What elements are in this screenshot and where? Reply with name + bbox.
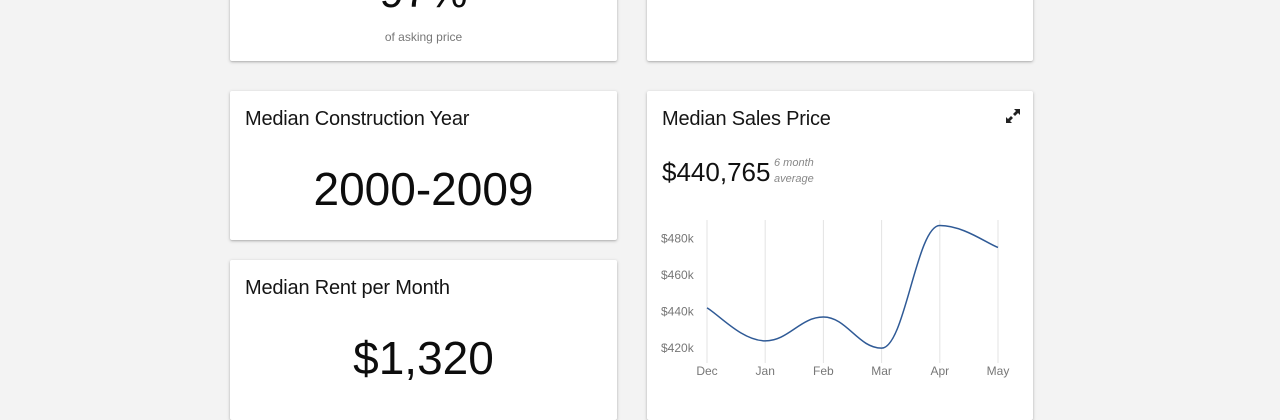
sales-price-average-note: 6 month average — [774, 155, 814, 187]
series-line — [706, 224, 999, 349]
construction-year-title: Median Construction Year — [245, 108, 470, 130]
x-tick-label: Mar — [871, 364, 892, 378]
offer-ratio-value: 97% — [230, 0, 617, 18]
offer-ratio-caption: of asking price — [384, 30, 463, 44]
x-tick-label: Feb — [813, 364, 834, 378]
y-tick-label: $420k — [661, 341, 695, 355]
top-right-card — [647, 0, 1033, 61]
rent-title: Median Rent per Month — [245, 277, 450, 299]
offer-ratio-card: 97% of asking price — [230, 0, 617, 61]
y-tick-label: $440k — [661, 305, 695, 319]
x-tick-label: May — [987, 364, 1010, 378]
x-tick-label: Dec — [696, 364, 717, 378]
sales-price-average: $440,765 — [662, 157, 771, 187]
x-tick-label: Apr — [930, 364, 949, 378]
y-tick-label: $480k — [661, 231, 695, 245]
construction-year-card: Median Construction Year 2000-2009 — [230, 91, 617, 240]
expand-icon[interactable] — [1005, 108, 1021, 124]
average-note-line-2: average — [774, 173, 814, 185]
y-tick-label: $460k — [661, 268, 695, 282]
rent-card: Median Rent per Month $1,320 — [230, 260, 617, 420]
sales-price-card: Median Sales Price $440,765 6 month aver… — [647, 91, 1033, 420]
average-note-line-1: 6 month — [774, 157, 814, 169]
sales-price-title: Median Sales Price — [662, 108, 831, 130]
sales-price-chart: $420k $440k $460k $480k Dec Jan Feb Mar Apr May — [661, 220, 1010, 378]
construction-year-value: 2000-2009 — [313, 163, 534, 215]
x-tick-label: Jan — [756, 364, 775, 378]
rent-value: $1,320 — [353, 332, 494, 384]
